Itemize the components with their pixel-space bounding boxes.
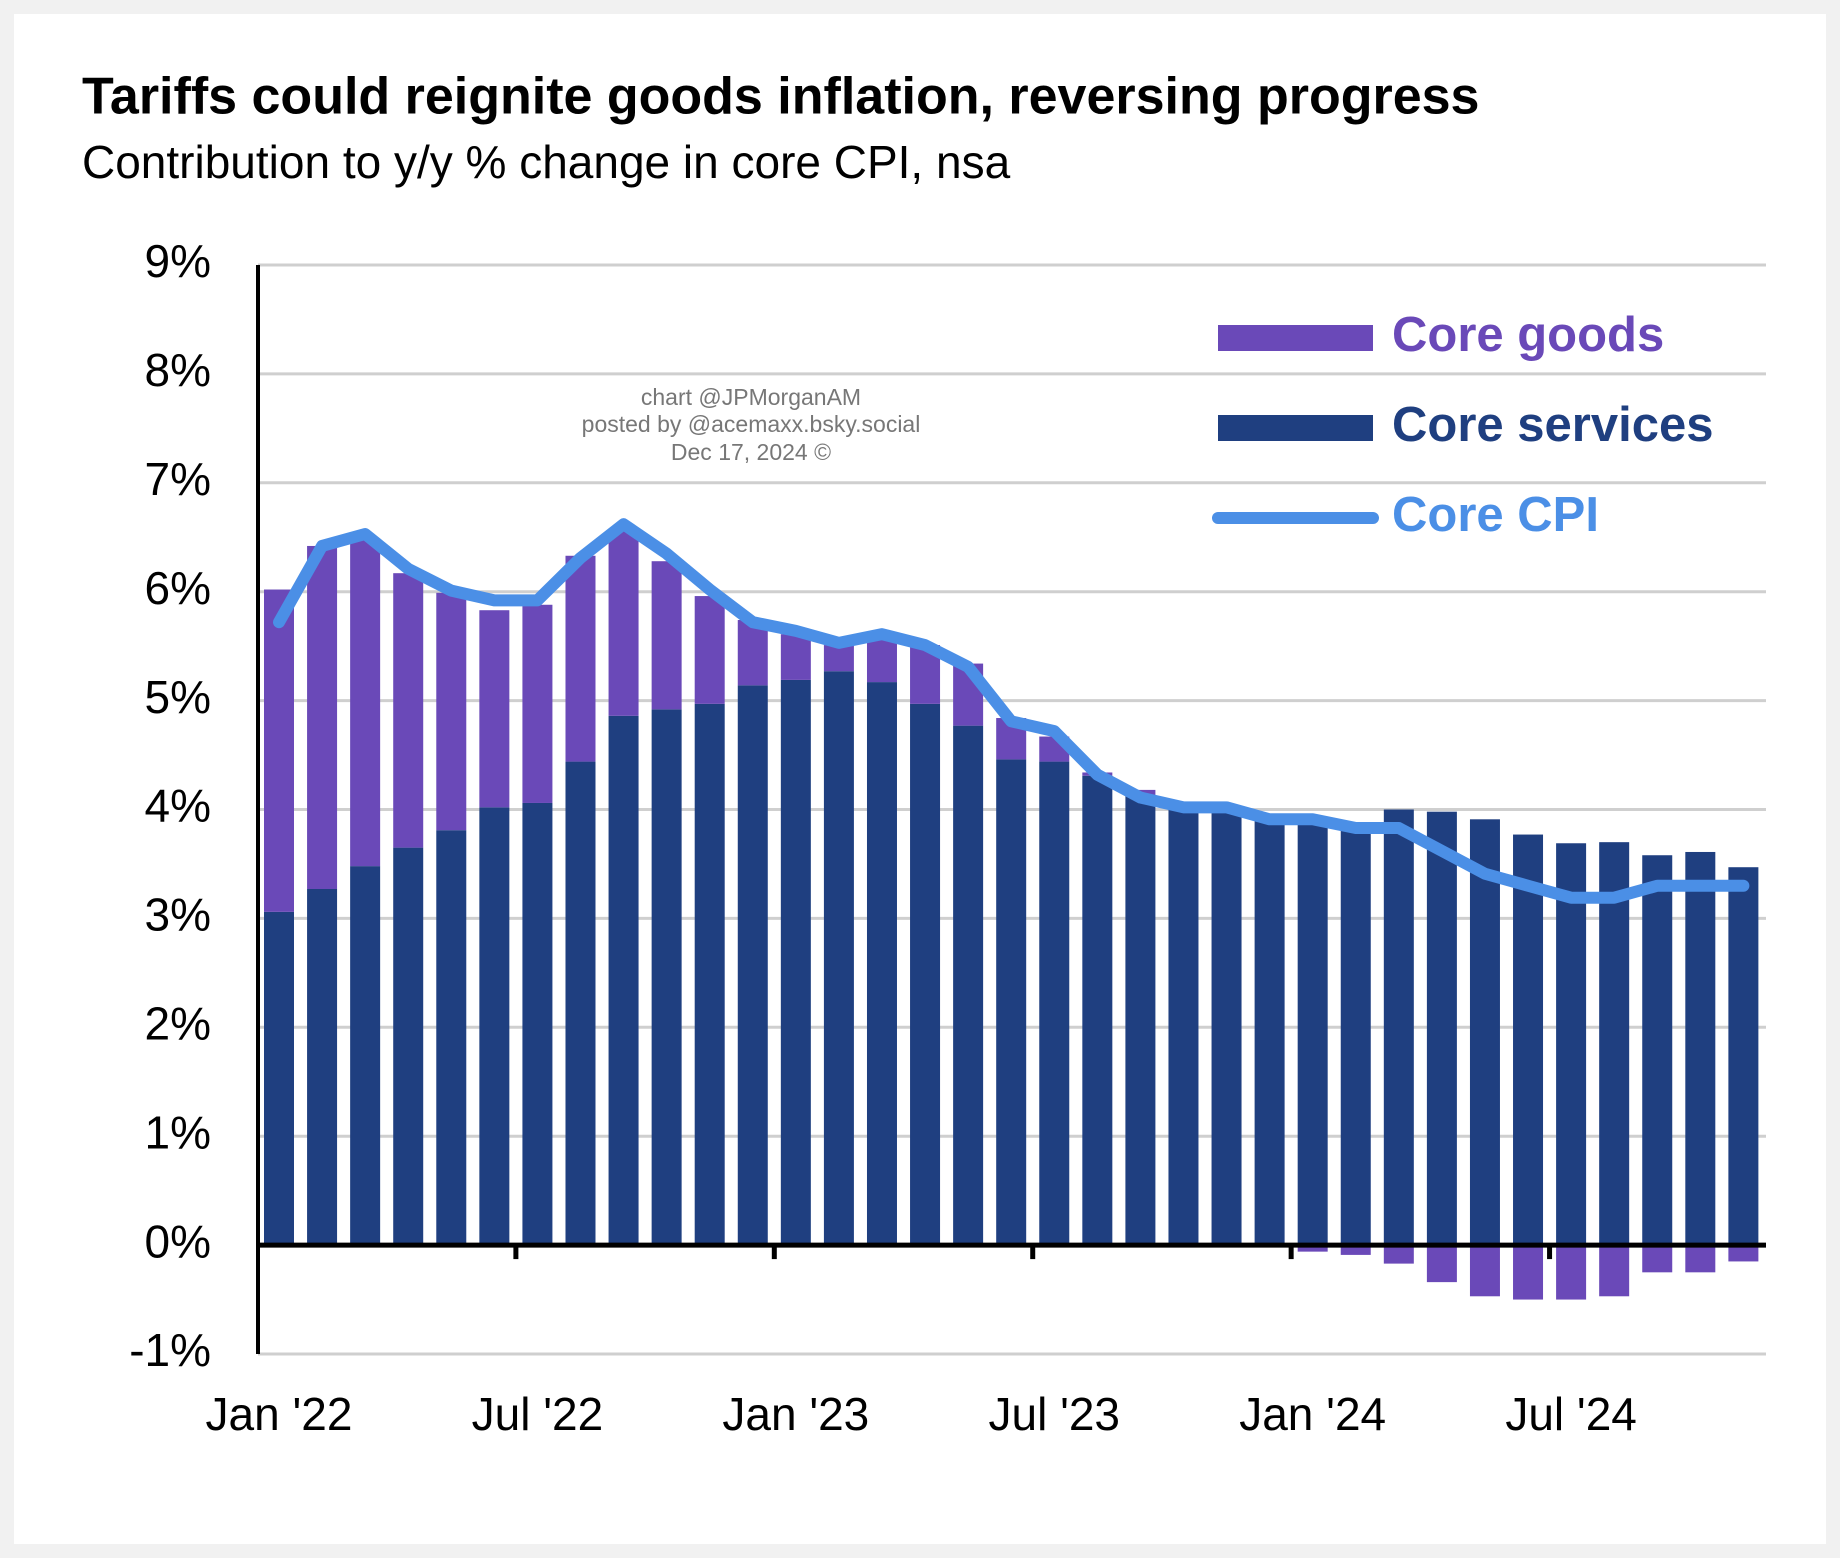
bar-segment	[1599, 1245, 1630, 1297]
bar-segment	[479, 807, 510, 1246]
bar-segment	[1642, 855, 1673, 1246]
bar-segment	[608, 528, 639, 716]
bar-segment	[1685, 851, 1716, 1246]
bar-segment	[694, 596, 725, 704]
y-tick-label: 7%	[145, 453, 211, 505]
bar-segment	[1685, 1245, 1716, 1273]
bar-segment	[1168, 807, 1199, 1246]
bar-segment	[1340, 828, 1371, 1246]
bar-segment	[996, 759, 1027, 1246]
bar-segment	[1556, 843, 1587, 1246]
y-tick-label: 0%	[145, 1215, 211, 1267]
bar-segment	[694, 703, 725, 1246]
bar-segment	[780, 679, 811, 1246]
bar-segment	[393, 573, 424, 848]
line	[273, 518, 1750, 904]
x-tick-label: Jan '24	[1239, 1388, 1386, 1440]
bar-segment	[307, 888, 338, 1246]
bar-segment	[264, 911, 294, 1246]
bar-segment	[1556, 1245, 1587, 1300]
bar-segment	[479, 610, 510, 808]
bar-segment	[608, 715, 639, 1246]
bar-segment	[780, 634, 811, 680]
legend-swatch	[1218, 415, 1373, 441]
x-tick-label: Jan '23	[722, 1388, 869, 1440]
chart-subtitle: Contribution to y/y % change in core CPI…	[82, 136, 1011, 188]
bar-segment	[737, 685, 768, 1246]
legend-swatch	[1218, 325, 1373, 351]
bar-segment	[522, 802, 553, 1246]
bar-segment	[953, 725, 984, 1246]
y-tick-label: 8%	[145, 344, 211, 396]
legend-label: Core goods	[1392, 308, 1664, 362]
bar-segment	[436, 592, 467, 831]
bar-segment	[565, 555, 596, 762]
bar-segment	[1297, 1245, 1328, 1252]
bar-segment	[565, 761, 596, 1246]
bar-segment	[1254, 821, 1285, 1246]
chart-title: Tariffs could reignite goods inflation, …	[82, 68, 1479, 126]
bar-segment	[264, 589, 294, 912]
bar-segment	[1082, 775, 1113, 1246]
bar-segment	[1728, 867, 1759, 1246]
bar-segment	[1125, 795, 1156, 1246]
bar-segment	[910, 703, 941, 1246]
bar-segment	[522, 604, 553, 803]
bar-segment	[1599, 842, 1630, 1246]
y-tick-label: -1%	[129, 1324, 211, 1376]
y-tick-label: 2%	[145, 997, 211, 1049]
bar-segment	[1469, 1245, 1500, 1297]
bar-segment	[1211, 812, 1242, 1246]
y-tick-label: 4%	[145, 780, 211, 832]
bar-segment	[1297, 823, 1328, 1246]
bar-segment	[1513, 1245, 1544, 1300]
y-tick-label: 3%	[145, 889, 211, 941]
bar-segment	[823, 645, 854, 672]
legend-label: Core services	[1392, 398, 1713, 452]
x-tick-label: Jul '22	[472, 1388, 604, 1440]
x-tick-label: Jan '22	[206, 1388, 353, 1440]
bar-segment	[823, 671, 854, 1246]
bar-segment	[1426, 1245, 1457, 1283]
bar-segment	[350, 539, 381, 867]
bar-segment	[651, 709, 682, 1246]
bar-segment	[1383, 1245, 1414, 1264]
x-tick-label: Jul '23	[988, 1388, 1120, 1440]
bar-segment	[1513, 834, 1544, 1246]
bar-segment	[307, 545, 338, 889]
bar-segment	[350, 866, 381, 1246]
y-tick-label: 6%	[145, 562, 211, 614]
bar-segment	[866, 637, 897, 683]
bar-segment	[1383, 809, 1414, 1246]
x-tick-label: Jul '24	[1505, 1388, 1637, 1440]
watermark: Dec 17, 2024 ©	[671, 439, 831, 465]
legend-label: Core CPI	[1392, 488, 1599, 542]
watermark: chart @JPMorganAM	[641, 384, 861, 410]
bar-segment	[866, 682, 897, 1246]
y-tick-label: 5%	[145, 671, 211, 723]
bar-segment	[393, 847, 424, 1246]
watermark: posted by @acemaxx.bsky.social	[582, 411, 921, 437]
bar-segment	[737, 620, 768, 686]
y-tick-label: 1%	[145, 1106, 211, 1158]
bar-segment	[1469, 819, 1500, 1246]
bar-segment	[1340, 1245, 1371, 1255]
bar-segment	[436, 830, 467, 1246]
bar-segment	[1642, 1245, 1673, 1273]
bar-segment	[1728, 1245, 1759, 1262]
y-tick-label: 9%	[145, 235, 211, 287]
bar-segment	[651, 561, 682, 710]
bar-segment	[1039, 761, 1070, 1246]
bar-segment	[1426, 811, 1457, 1246]
